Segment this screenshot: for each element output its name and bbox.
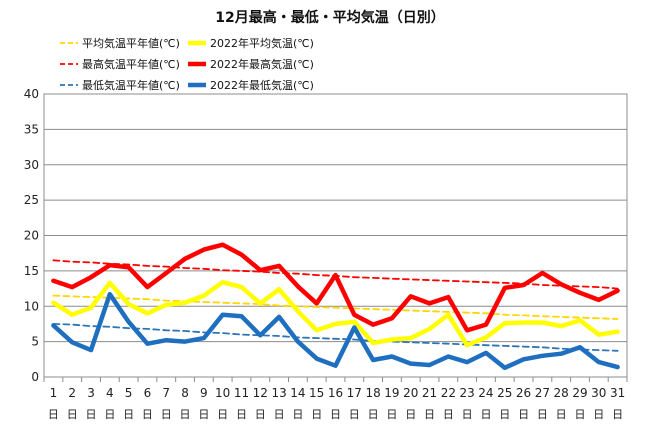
x-tick-label: 22 — [441, 386, 456, 400]
x-tick-label: 28 — [554, 386, 569, 400]
x-tick-label: 27 — [535, 386, 550, 400]
x-tick-label: 25 — [497, 386, 512, 400]
x-tick-day-suffix: 日 — [236, 408, 247, 421]
x-tick-day-suffix: 日 — [255, 408, 266, 421]
x-tick-label: 23 — [460, 386, 475, 400]
x-tick-day-suffix: 日 — [462, 408, 473, 421]
y-tick-label: 25 — [24, 193, 39, 207]
x-tick-day-suffix: 日 — [612, 408, 623, 421]
legend-label-2: 最高気温平年値(℃) — [82, 57, 180, 71]
legend-label-0: 平均気温平年値(℃) — [82, 36, 180, 50]
x-tick-day-suffix: 日 — [330, 408, 341, 421]
x-tick-label: 19 — [384, 386, 399, 400]
x-tick-day-suffix: 日 — [424, 408, 435, 421]
x-tick-label: 8 — [181, 386, 189, 400]
legend: 平均気温平年値(℃) 2022年平均気温(℃) 最高気温平年値(℃) 2022年最高気… — [60, 36, 314, 92]
series-lines — [51, 242, 620, 371]
x-tick-label: 7 — [162, 386, 170, 400]
x-tick-label: 16 — [328, 386, 343, 400]
x-tick-day-suffix: 日 — [386, 408, 397, 421]
gridlines — [43, 93, 628, 378]
x-tick-day-suffix: 日 — [499, 408, 510, 421]
x-tick-label: 12 — [253, 386, 268, 400]
legend-label-3: 2022年最高気温(℃) — [210, 57, 314, 71]
x-tick-day-suffix: 日 — [274, 408, 285, 421]
y-tick-label: 30 — [24, 158, 39, 172]
x-tick-label: 2 — [68, 386, 76, 400]
x-tick-label: 14 — [290, 386, 305, 400]
y-tick-label: 5 — [31, 335, 39, 349]
x-tick-label: 31 — [610, 386, 625, 400]
x-tick-day-suffix: 日 — [405, 408, 416, 421]
x-tick-label: 10 — [215, 386, 230, 400]
chart-title: 12月最高・最低・平均気温（日別） — [215, 9, 444, 26]
x-tick-label: 5 — [125, 386, 133, 400]
x-tick-label: 6 — [144, 386, 152, 400]
x-tick-label: 21 — [422, 386, 437, 400]
y-tick-label: 0 — [31, 370, 39, 384]
axes: 05101520253035401日2日3日4日5日6日7日8日9日10日11日… — [24, 87, 628, 421]
series-line-1 — [51, 279, 620, 348]
x-tick-day-suffix: 日 — [161, 408, 172, 421]
x-tick-label: 11 — [234, 386, 249, 400]
x-tick-day-suffix: 日 — [537, 408, 548, 421]
x-tick-label: 3 — [87, 386, 95, 400]
x-tick-day-suffix: 日 — [67, 408, 78, 421]
x-tick-label: 20 — [403, 386, 418, 400]
legend-label-5: 2022年最低気温(℃) — [210, 78, 314, 92]
x-tick-day-suffix: 日 — [86, 408, 97, 421]
y-tick-label: 20 — [24, 229, 39, 243]
y-tick-label: 35 — [24, 122, 39, 136]
series-line-5 — [51, 291, 620, 371]
x-tick-label: 29 — [572, 386, 587, 400]
x-tick-day-suffix: 日 — [368, 408, 379, 421]
series-line-4 — [52, 322, 619, 352]
x-tick-day-suffix: 日 — [48, 408, 59, 421]
x-tick-day-suffix: 日 — [142, 408, 153, 421]
x-tick-label: 18 — [365, 386, 380, 400]
x-tick-label: 30 — [591, 386, 606, 400]
series-line-3 — [51, 242, 620, 333]
x-tick-day-suffix: 日 — [198, 408, 209, 421]
x-tick-day-suffix: 日 — [123, 408, 134, 421]
x-tick-label: 24 — [478, 386, 493, 400]
x-tick-day-suffix: 日 — [292, 408, 303, 421]
x-tick-label: 15 — [309, 386, 324, 400]
y-tick-label: 10 — [24, 299, 39, 313]
x-tick-label: 17 — [347, 386, 362, 400]
x-tick-label: 26 — [516, 386, 531, 400]
x-tick-day-suffix: 日 — [311, 408, 322, 421]
x-tick-day-suffix: 日 — [443, 408, 454, 421]
x-tick-day-suffix: 日 — [349, 408, 360, 421]
x-tick-label: 4 — [106, 386, 114, 400]
x-tick-day-suffix: 日 — [518, 408, 529, 421]
y-tick-label: 40 — [24, 87, 39, 101]
x-tick-label: 9 — [200, 386, 208, 400]
y-tick-label: 15 — [24, 264, 39, 278]
x-tick-label: 1 — [50, 386, 58, 400]
x-tick-day-suffix: 日 — [574, 408, 585, 421]
legend-label-4: 最低気温平年値(℃) — [82, 78, 180, 92]
legend-label-1: 2022年平均気温(℃) — [210, 36, 314, 50]
series-line-0 — [52, 294, 619, 320]
x-tick-day-suffix: 日 — [556, 408, 567, 421]
x-tick-day-suffix: 日 — [480, 408, 491, 421]
x-tick-label: 13 — [271, 386, 286, 400]
x-tick-day-suffix: 日 — [104, 408, 115, 421]
x-tick-day-suffix: 日 — [217, 408, 228, 421]
x-tick-day-suffix: 日 — [593, 408, 604, 421]
x-tick-day-suffix: 日 — [180, 408, 191, 421]
